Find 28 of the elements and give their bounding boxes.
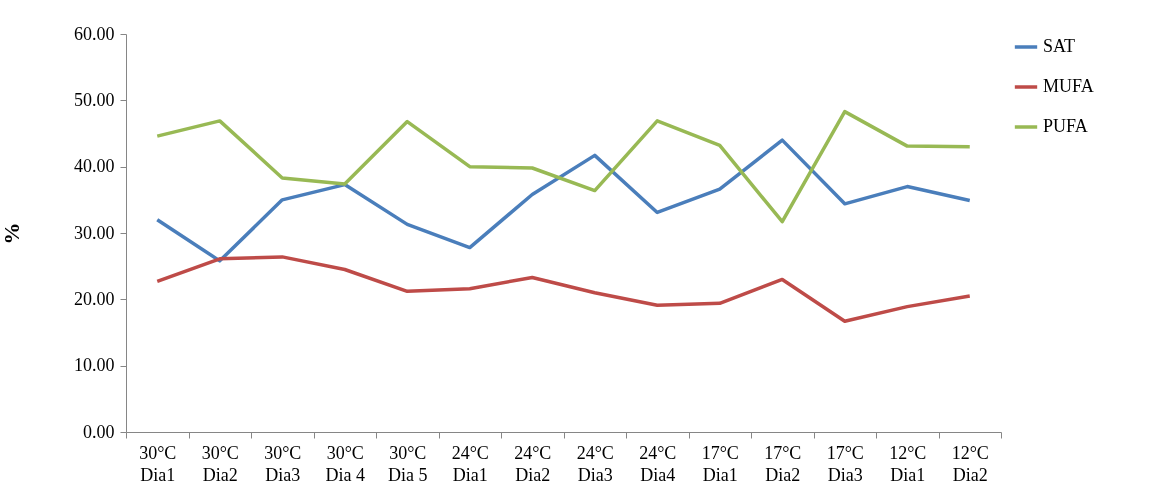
x-tick-label: 17°C Dia3: [826, 442, 864, 485]
y-tick-label: 0.00: [83, 421, 115, 442]
x-tick-label: 24°C Dia2: [514, 442, 552, 485]
x-tick-label: 30°C Dia 4: [325, 442, 365, 485]
y-tick-label: 60.00: [74, 23, 115, 44]
line-series: [155, 255, 972, 323]
x-tick-label: 12°C Dia2: [951, 442, 989, 485]
x-tick-label: 30°C Dia2: [201, 442, 239, 485]
x-tick-label: 24°C Dia3: [576, 442, 614, 485]
y-tick-label: 10.00: [74, 355, 115, 376]
x-tick-label: 30°C Dia3: [264, 442, 302, 485]
y-tick-label: 30.00: [74, 222, 115, 243]
line-series: [155, 109, 972, 224]
x-tick-label: 17°C Dia2: [764, 442, 802, 485]
y-tick-label: 20.00: [74, 288, 115, 309]
y-axis-title: %: [0, 222, 24, 245]
x-tick-label: 30°C Dia 5: [388, 442, 428, 485]
x-tick-label: 30°C Dia1: [139, 442, 177, 485]
legend-label: SAT: [1043, 36, 1076, 56]
legend-label: PUFA: [1043, 116, 1088, 136]
y-tick-label: 40.00: [74, 156, 115, 177]
legend-label: MUFA: [1043, 76, 1094, 96]
x-tick-label: 24°C Dia1: [451, 442, 489, 485]
x-tick-label: 12°C Dia1: [889, 442, 927, 485]
x-tick-label: 17°C Dia1: [701, 442, 739, 485]
line-series: [155, 138, 972, 263]
x-tick-label: 24°C Dia4: [639, 442, 677, 485]
y-tick-label: 50.00: [74, 89, 115, 110]
